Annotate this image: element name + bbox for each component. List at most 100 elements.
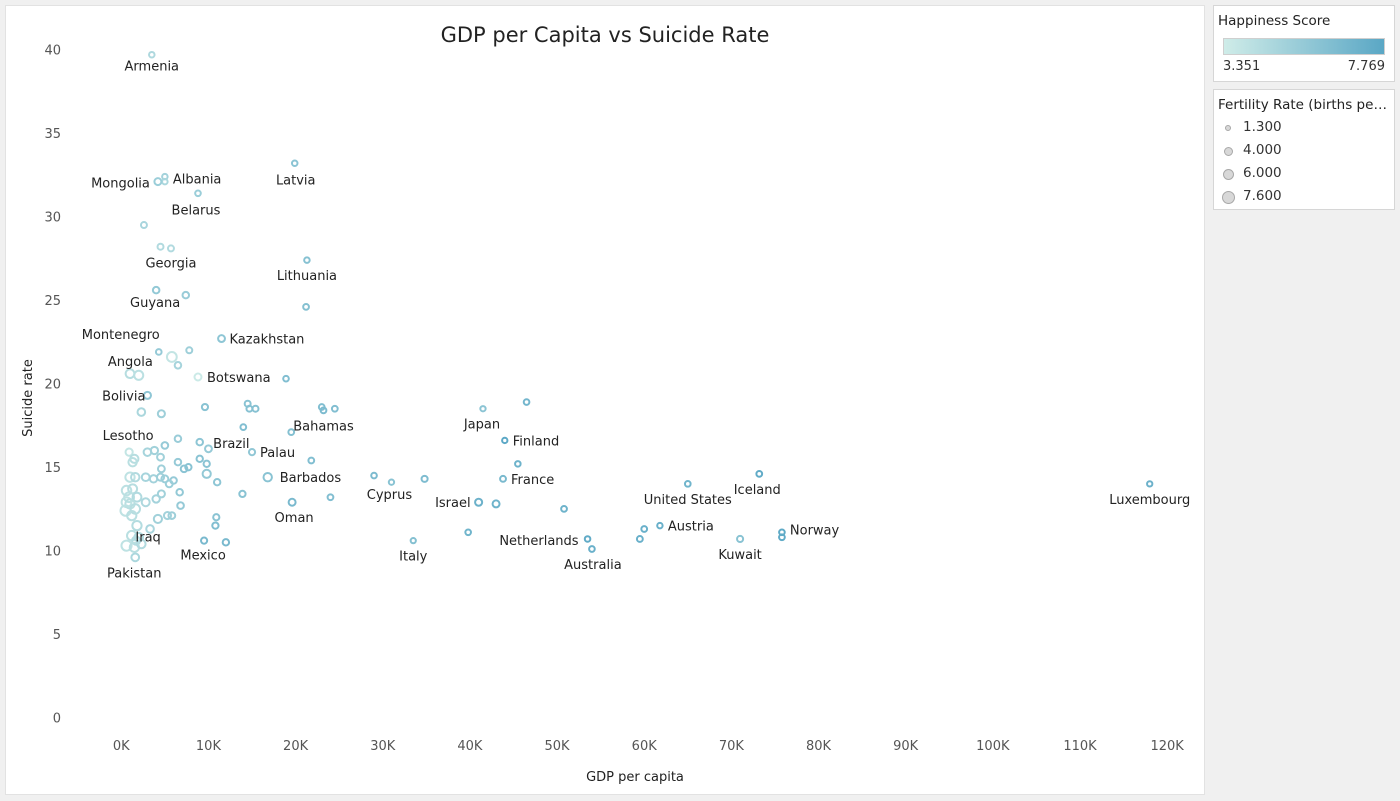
data-point[interactable]: [247, 448, 257, 457]
data-point[interactable]: [307, 456, 316, 465]
color-legend[interactable]: Happiness Score 3.351 7.769: [1213, 5, 1395, 82]
data-point[interactable]: [145, 524, 155, 534]
data-point[interactable]: [173, 457, 183, 467]
data-point[interactable]: [195, 454, 204, 464]
data-point[interactable]: [656, 521, 664, 530]
data-point[interactable]: [195, 437, 204, 447]
data-point[interactable]: [184, 463, 193, 472]
data-point[interactable]: [212, 513, 221, 522]
data-point[interactable]: [136, 407, 147, 417]
data-point[interactable]: [201, 468, 212, 479]
data-point[interactable]: [303, 256, 311, 264]
data-point[interactable]: [165, 351, 178, 363]
data-point[interactable]: [238, 489, 247, 499]
data-point[interactable]: [1146, 480, 1154, 488]
data-point[interactable]: [287, 428, 296, 436]
data-point[interactable]: [245, 404, 254, 413]
data-point[interactable]: [474, 497, 484, 507]
data-point[interactable]: [370, 471, 378, 480]
data-point[interactable]: [148, 50, 156, 59]
data-point[interactable]: [194, 189, 202, 198]
data-point[interactable]: [204, 444, 213, 454]
data-point[interactable]: [152, 513, 163, 525]
data-point[interactable]: [162, 511, 173, 521]
data-point[interactable]: [221, 538, 231, 547]
data-point[interactable]: [193, 372, 203, 382]
data-point[interactable]: [151, 285, 161, 295]
data-point[interactable]: [151, 494, 161, 504]
data-point[interactable]: [153, 177, 163, 187]
data-point[interactable]: [124, 368, 136, 380]
size-legend-entry[interactable]: 1.300: [1214, 117, 1394, 139]
data-point[interactable]: [130, 471, 141, 483]
data-point[interactable]: [409, 537, 417, 545]
data-point[interactable]: [133, 369, 145, 381]
data-point[interactable]: [131, 491, 143, 503]
data-point[interactable]: [127, 456, 138, 468]
data-point[interactable]: [120, 539, 133, 552]
data-point[interactable]: [126, 509, 138, 522]
data-point[interactable]: [583, 535, 592, 543]
data-point[interactable]: [179, 464, 189, 474]
data-point[interactable]: [160, 474, 170, 484]
data-point[interactable]: [161, 177, 169, 186]
data-point[interactable]: [239, 423, 248, 431]
data-point[interactable]: [173, 361, 183, 370]
data-point[interactable]: [387, 478, 396, 486]
data-point[interactable]: [142, 390, 152, 400]
data-point[interactable]: [522, 398, 531, 406]
data-point[interactable]: [185, 346, 194, 355]
data-point[interactable]: [154, 348, 163, 356]
data-point[interactable]: [173, 434, 183, 444]
data-point[interactable]: [156, 489, 166, 499]
data-point[interactable]: [464, 528, 472, 537]
data-point[interactable]: [302, 302, 310, 311]
data-point[interactable]: [164, 479, 174, 489]
data-point[interactable]: [156, 452, 165, 462]
data-point[interactable]: [290, 159, 299, 168]
data-point[interactable]: [501, 436, 509, 445]
data-point[interactable]: [181, 290, 191, 300]
data-point[interactable]: [560, 505, 568, 513]
size-legend-entry[interactable]: 6.000: [1214, 163, 1394, 185]
data-point[interactable]: [175, 487, 184, 497]
data-point[interactable]: [755, 469, 764, 478]
data-point[interactable]: [200, 402, 210, 412]
data-point[interactable]: [124, 471, 136, 483]
data-point[interactable]: [330, 404, 339, 413]
size-legend-entry[interactable]: 4.000: [1214, 140, 1394, 162]
data-point[interactable]: [156, 464, 166, 474]
data-point[interactable]: [736, 534, 745, 544]
data-point[interactable]: [640, 525, 649, 533]
data-point[interactable]: [217, 334, 226, 344]
data-point[interactable]: [479, 405, 487, 413]
data-point[interactable]: [262, 471, 273, 483]
data-point[interactable]: [588, 545, 596, 553]
data-point[interactable]: [160, 441, 170, 450]
data-point[interactable]: [282, 374, 290, 383]
data-point[interactable]: [251, 404, 260, 413]
data-point[interactable]: [420, 474, 429, 483]
data-point[interactable]: [514, 460, 522, 468]
data-point[interactable]: [326, 493, 335, 502]
data-point[interactable]: [120, 484, 133, 497]
data-point[interactable]: [202, 459, 211, 468]
data-point[interactable]: [136, 538, 147, 550]
data-point[interactable]: [683, 480, 692, 488]
data-point[interactable]: [319, 406, 328, 415]
data-point[interactable]: [199, 536, 209, 545]
data-point[interactable]: [499, 474, 507, 483]
data-point[interactable]: [211, 521, 220, 530]
data-point[interactable]: [130, 552, 141, 563]
data-point[interactable]: [491, 499, 501, 509]
data-point[interactable]: [124, 447, 134, 457]
size-legend-entry[interactable]: 7.600: [1214, 186, 1394, 208]
data-point[interactable]: [155, 472, 166, 482]
data-point[interactable]: [140, 472, 151, 483]
data-point[interactable]: [212, 477, 222, 487]
data-point[interactable]: [287, 497, 297, 507]
data-point[interactable]: [156, 409, 166, 419]
data-point[interactable]: [156, 242, 165, 251]
size-legend[interactable]: Fertility Rate (births per ... 1.300 4.00…: [1213, 89, 1395, 210]
data-point[interactable]: [778, 533, 786, 542]
